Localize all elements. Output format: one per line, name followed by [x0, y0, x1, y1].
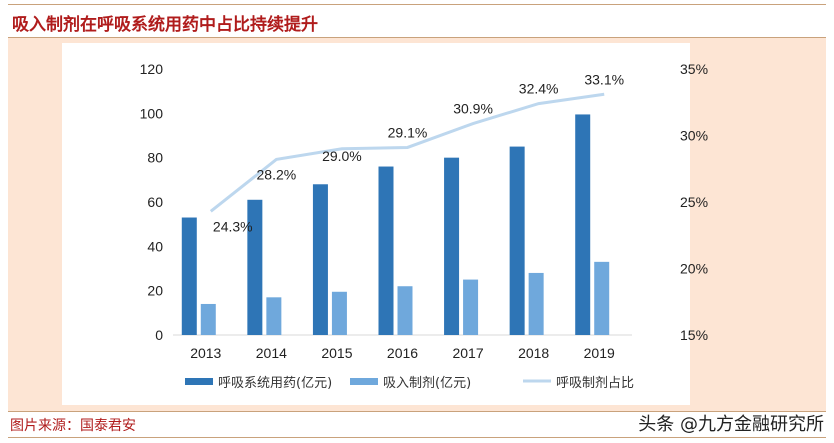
data-label: 30.9% — [453, 101, 493, 117]
data-label: 32.4% — [519, 81, 559, 97]
legend-label: 呼吸制剂占比 — [556, 376, 634, 391]
x-tick-label: 2014 — [256, 345, 287, 361]
y-tick-label: 120 — [140, 61, 164, 77]
x-tick-label: 2013 — [190, 345, 221, 361]
y2-tick-label: 30% — [680, 128, 708, 144]
data-label: 28.2% — [257, 166, 297, 182]
x-tick-label: 2017 — [452, 345, 483, 361]
watermark: 头条 @九方金融研究所 — [638, 414, 824, 435]
y-tick-label: 80 — [147, 150, 163, 166]
y-tick-label: 100 — [140, 105, 164, 121]
share-line — [209, 92, 605, 213]
source-note: 图片来源：国泰君安 — [10, 418, 136, 434]
footer-rule-bottom — [8, 437, 826, 438]
page-title: 吸入制剂在呼吸系统用药中占比持续提升 — [12, 15, 318, 35]
y2-tick-label: 20% — [680, 261, 708, 277]
x-tick-label: 2016 — [387, 345, 418, 361]
data-label: 24.3% — [213, 218, 253, 234]
bar-respiratory — [181, 217, 197, 335]
y-tick-label: 0 — [155, 327, 163, 343]
x-tick-label: 2018 — [518, 345, 549, 361]
bar-respiratory — [444, 157, 460, 335]
x-tick-label: 2019 — [584, 345, 615, 361]
data-label: 29.1% — [388, 124, 428, 140]
bar-inhaled — [463, 279, 479, 335]
legend-swatch — [185, 378, 213, 385]
y2-tick-label: 25% — [680, 194, 708, 210]
x-tick-label: 2015 — [321, 345, 352, 361]
y-tick-label: 40 — [147, 238, 163, 254]
legend-label: 吸入制剂(亿元) — [383, 376, 471, 391]
top-rule — [8, 4, 826, 5]
y-tick-label: 20 — [147, 283, 163, 299]
bar-inhaled — [594, 261, 610, 335]
y2-tick-label: 15% — [680, 327, 708, 343]
bar-respiratory — [575, 114, 591, 335]
bar-respiratory — [247, 199, 263, 335]
bar-respiratory — [378, 166, 394, 335]
y-tick-label: 60 — [147, 194, 163, 210]
legend-label: 呼吸系统用药(亿元) — [218, 376, 332, 391]
bar-respiratory — [509, 146, 525, 335]
bar-inhaled — [397, 286, 413, 335]
footer-rule — [8, 411, 826, 412]
bar-inhaled — [200, 303, 216, 335]
legend-swatch — [350, 378, 378, 385]
bar-inhaled — [266, 297, 282, 335]
data-label: 33.1% — [584, 71, 624, 87]
bar-inhaled — [331, 291, 347, 335]
y2-tick-label: 35% — [680, 61, 708, 77]
data-label: 29.0% — [322, 148, 362, 164]
bar-inhaled — [528, 272, 544, 335]
bar-respiratory — [312, 184, 328, 335]
